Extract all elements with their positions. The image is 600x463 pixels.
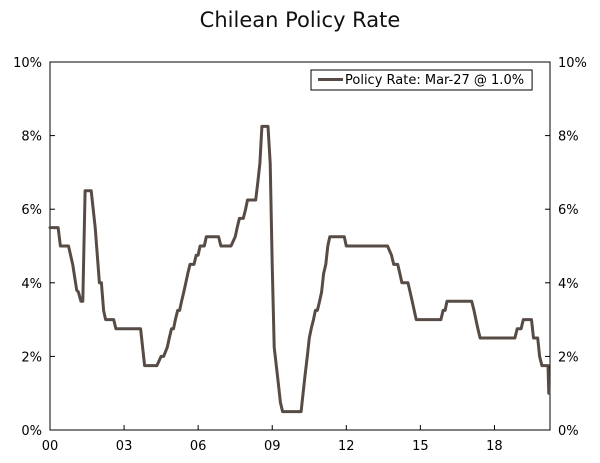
y-tick-label-left: 6%	[21, 203, 42, 218]
y-tick-label-left: 4%	[21, 277, 42, 292]
x-tick-label: 12	[338, 439, 355, 454]
y-tick-label-right: 0%	[558, 424, 579, 439]
x-tick-label: 03	[116, 439, 133, 454]
y-tick-label-right: 8%	[558, 130, 579, 145]
right-y-axis: 0% 2% 4% 6% 8% 10%	[545, 56, 587, 439]
legend: Policy Rate: Mar-27 @ 1.0%	[310, 69, 533, 91]
y-tick-label-right: 6%	[558, 203, 579, 218]
y-tick-label-right: 4%	[558, 277, 579, 292]
legend-box	[310, 69, 533, 91]
legend-label: Policy Rate: Mar-27 @ 1.0%	[345, 73, 524, 88]
chart-title: Chilean Policy Rate	[199, 8, 401, 32]
y-tick-label-right: 10%	[558, 56, 587, 71]
x-tick-label: 18	[486, 439, 503, 454]
left-y-axis: 0% 2% 4% 6% 8% 10%	[13, 56, 55, 439]
series-line-policy-rate	[48, 124, 551, 414]
y-tick-label-left: 2%	[21, 350, 42, 365]
y-tick-label-left: 10%	[13, 56, 42, 71]
y-tick-label-left: 8%	[21, 130, 42, 145]
x-tick-label: 15	[412, 439, 429, 454]
x-tick-label: 06	[190, 439, 207, 454]
y-tick-label-left: 0%	[21, 424, 42, 439]
x-tick-label: 00	[42, 439, 59, 454]
plot-area-frame	[49, 61, 551, 431]
y-tick-label-right: 2%	[558, 350, 579, 365]
x-tick-label: 09	[264, 439, 281, 454]
x-axis: 00 03 06 09 12 15 18	[42, 425, 503, 454]
